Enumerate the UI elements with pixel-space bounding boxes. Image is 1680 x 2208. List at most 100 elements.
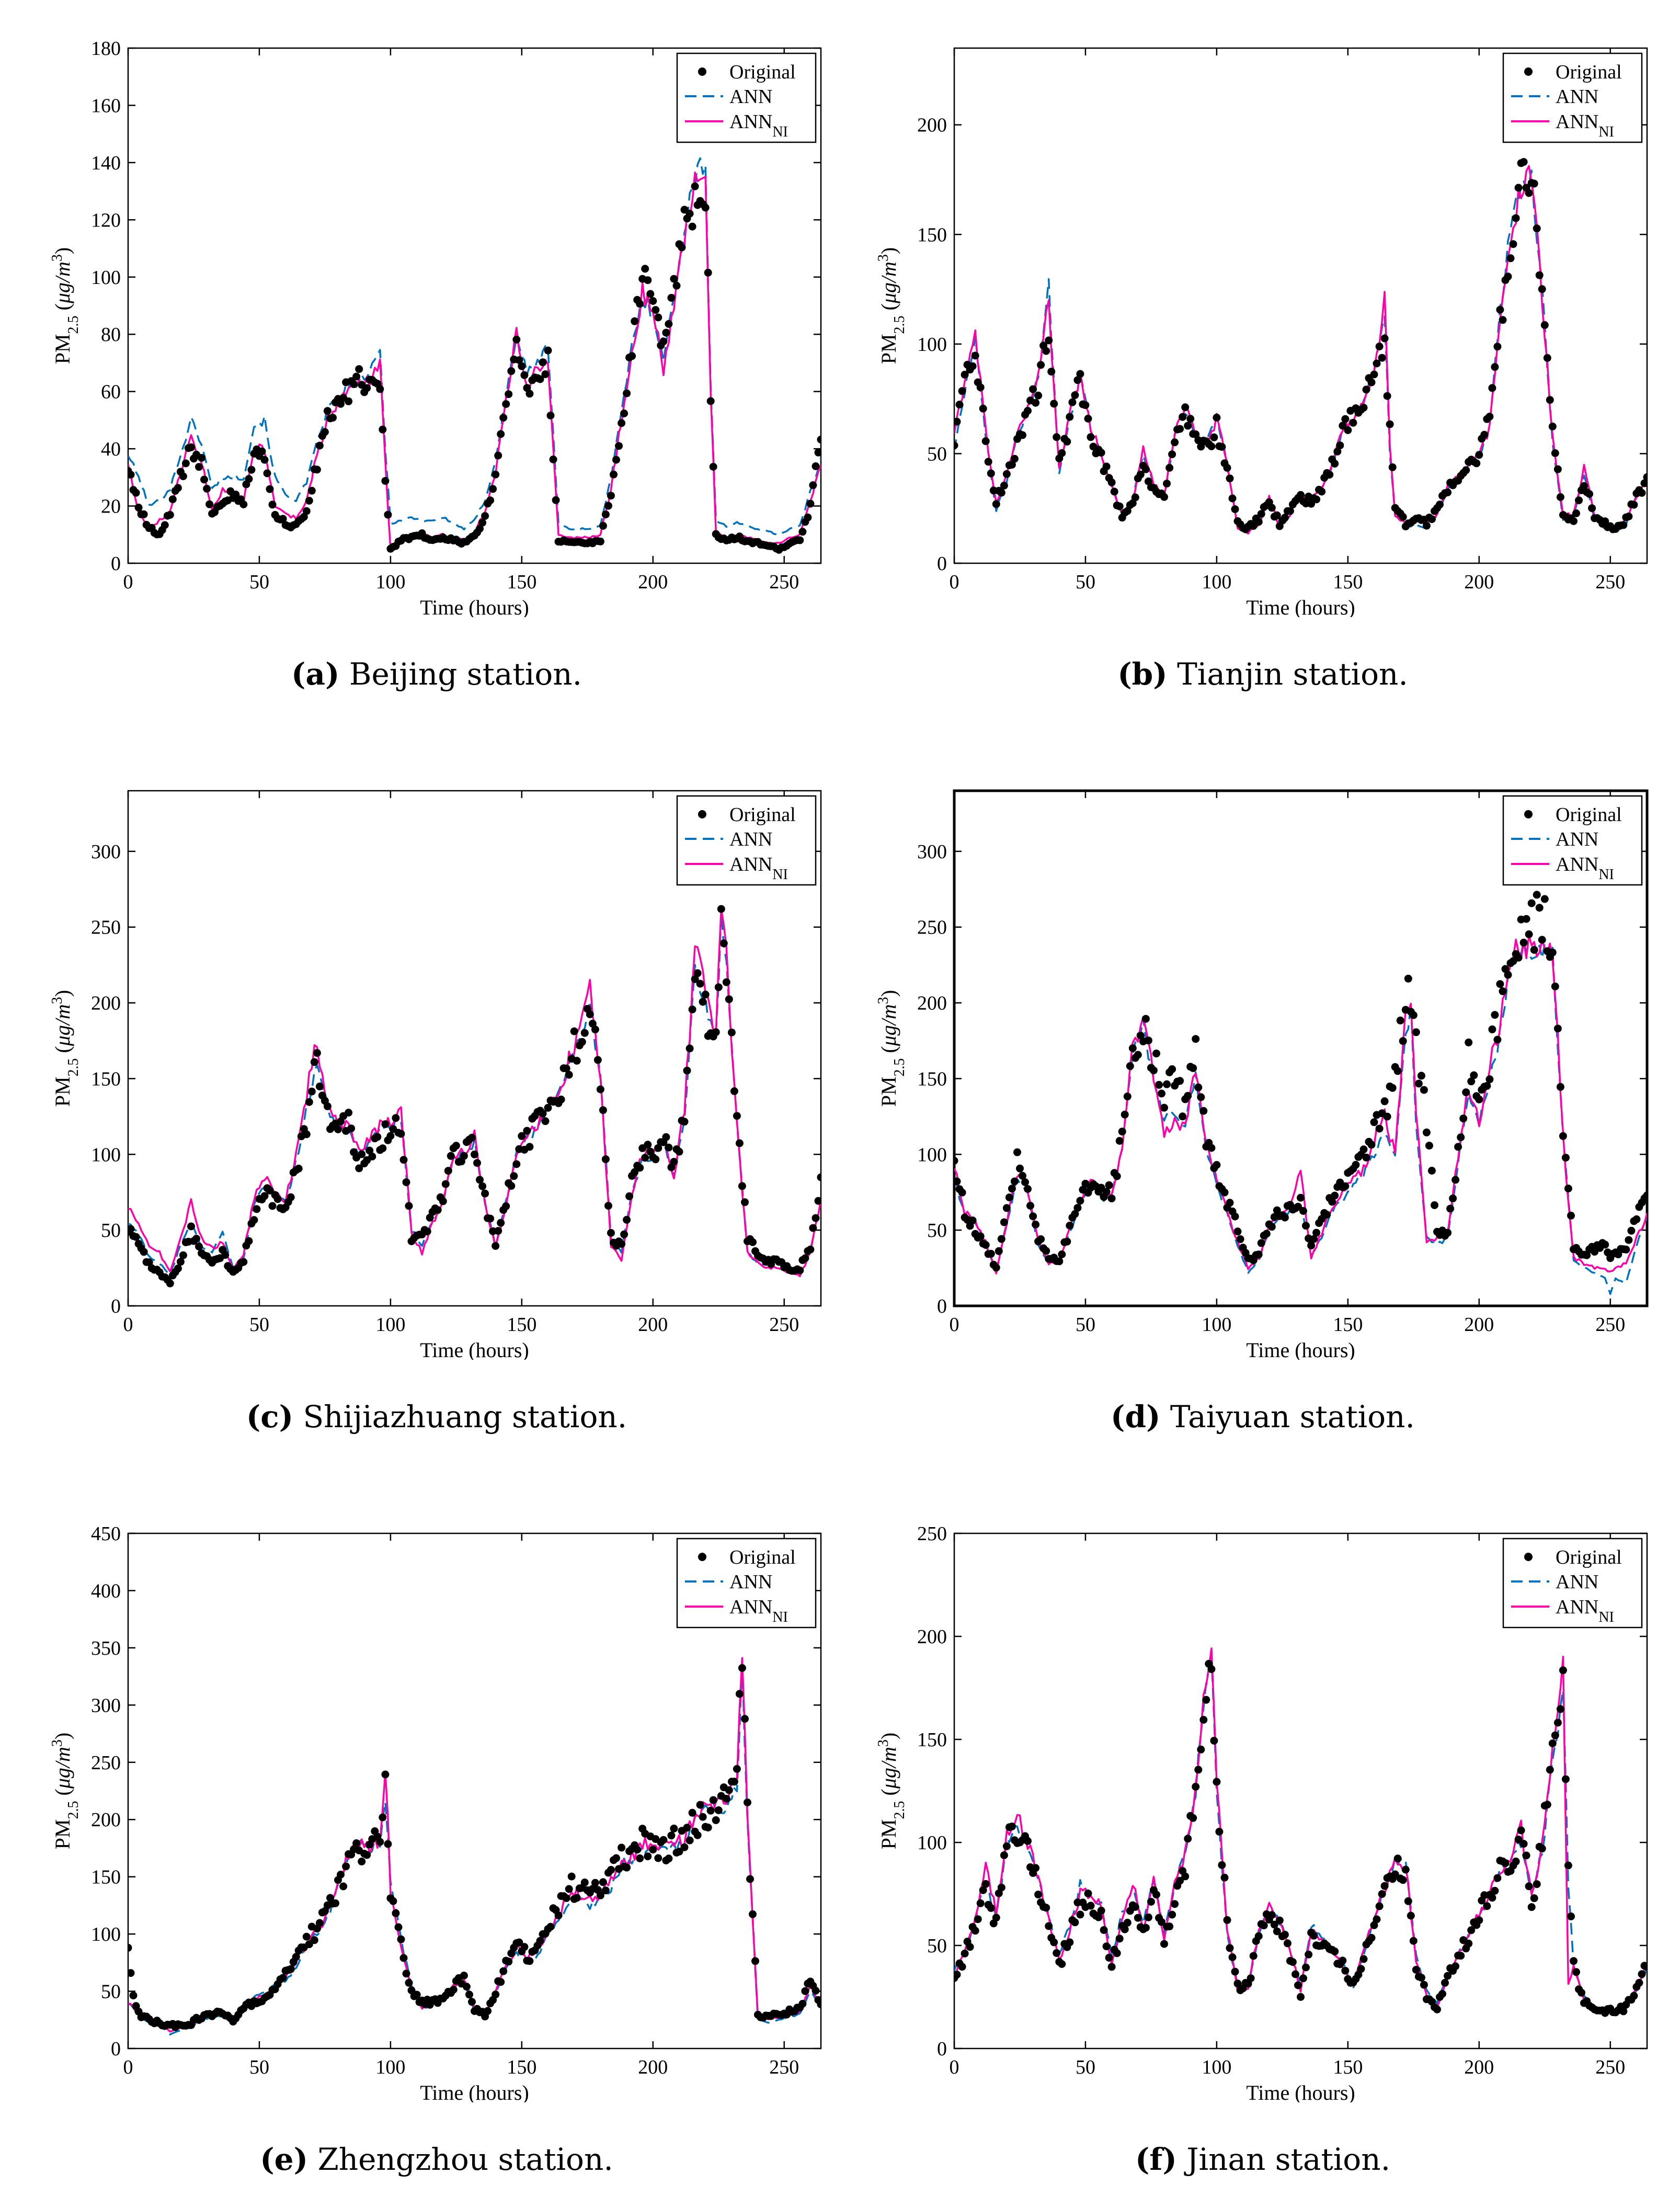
series-original-point (394, 1923, 403, 1931)
series-original-point (1073, 376, 1082, 384)
y-tick-label: 300 (91, 1694, 121, 1716)
series-original-point (607, 1865, 615, 1874)
y-tick-label: 150 (917, 1729, 947, 1751)
legend-ann-ni-main: ANN (729, 1596, 772, 1618)
series-original-point (696, 1801, 704, 1809)
series-original-point (662, 1133, 670, 1141)
series-original-point (1262, 1230, 1271, 1238)
series-original-point (1488, 1025, 1496, 1033)
series-original-point (649, 297, 657, 305)
series-original-point (1297, 1993, 1305, 2001)
series-original-point (1213, 1778, 1221, 1786)
series-original-point (1155, 1080, 1163, 1089)
series-original-point (1401, 1865, 1410, 1874)
series-original-point (699, 1813, 707, 1821)
series-original-point (1008, 461, 1016, 469)
x-tick-label: 0 (950, 2056, 959, 2078)
series-original-point (1622, 1245, 1630, 1254)
series-original-point (1506, 254, 1515, 263)
series-original-point (1427, 515, 1436, 523)
series-original-point (1501, 1859, 1510, 1868)
series-original-point (693, 969, 702, 977)
series-original-point (1538, 936, 1546, 944)
series-original-point (1026, 1202, 1034, 1210)
series-original-point (644, 1852, 652, 1861)
series-original-point (659, 1836, 668, 1844)
series-original-point (599, 1878, 607, 1886)
series-original-point (1071, 1918, 1079, 1927)
series-original-point (812, 1214, 820, 1222)
series-original-point (263, 469, 271, 477)
series-original-point (502, 400, 510, 408)
series-original-point (129, 1991, 138, 2000)
y-label-unit: μg/m (51, 1004, 74, 1046)
series-original-point (399, 1954, 408, 1962)
series-original-point (1551, 449, 1559, 457)
series-original-point (247, 465, 256, 474)
series-original-point (683, 1824, 691, 1832)
series-original-point (719, 939, 728, 948)
y-tick-label: 120 (91, 209, 121, 231)
series-original-point (1367, 378, 1376, 386)
series-original-point (1454, 1143, 1462, 1151)
series-original-point (1281, 1930, 1289, 1939)
series-original-point (1333, 447, 1342, 456)
series-original-point (981, 1880, 990, 1888)
series-original-point (974, 1915, 982, 1924)
caption-text: Taiyuan station. (1170, 1399, 1415, 1435)
series-original-point (749, 1910, 757, 1918)
series-original-point (1228, 494, 1237, 503)
series-original-point (1123, 1918, 1132, 1927)
series-original-point (334, 1125, 342, 1133)
series-original-point (709, 1796, 717, 1804)
caption-text: Zhengzhou station. (317, 2142, 613, 2177)
series-original-point (132, 488, 140, 497)
series-original-point (612, 1854, 620, 1862)
series-original-point (476, 1176, 484, 1184)
series-original-point (557, 1095, 565, 1103)
x-tick-label: 150 (1333, 1314, 1363, 1336)
series-original-point (1553, 1025, 1562, 1033)
series-original-point (1071, 1210, 1079, 1218)
series-original-point (1543, 354, 1551, 362)
series-original-point (654, 1854, 662, 1862)
series-original-point (492, 470, 500, 479)
series-original-point (670, 275, 678, 283)
series-original-point (798, 528, 807, 536)
series-original-point (709, 463, 717, 471)
series-original-point (1197, 1745, 1205, 1754)
legend-label-ann: ANN (729, 86, 772, 108)
series-original-point (1493, 1874, 1502, 1882)
series-original-point (1115, 502, 1124, 510)
series-original-point (979, 404, 987, 413)
series-original-point (1247, 1974, 1255, 1983)
series-original-point (1218, 1861, 1226, 1869)
legend-ann-ni-main: ANN (729, 853, 772, 875)
series-original-point (1370, 1921, 1378, 1929)
series-original-point (1113, 1949, 1121, 1957)
series-original-point (607, 492, 615, 500)
series-original-point (1024, 407, 1032, 415)
series-original-point (1032, 1221, 1040, 1228)
series-original-point (481, 1189, 489, 1198)
series-original-point (1491, 363, 1499, 371)
series-original-point (1436, 500, 1444, 509)
legend-label-ann-ni: ANNNI (1556, 1596, 1614, 1625)
series-original-point (302, 1932, 311, 1941)
series-original-point (489, 485, 497, 493)
legend-marker-original (698, 1553, 706, 1561)
series-original-point (373, 1133, 382, 1141)
x-tick-label: 50 (249, 1314, 269, 1336)
series-original-point (1640, 479, 1647, 487)
series-original-point (1176, 425, 1184, 433)
series-original-point (1107, 478, 1116, 486)
series-original-point (1457, 1133, 1465, 1142)
series-original-point (1123, 1092, 1132, 1101)
series-original-point (1601, 517, 1609, 526)
series-original-point (1331, 460, 1339, 468)
x-tick-label: 50 (1076, 1314, 1095, 1336)
series-original-point (672, 281, 681, 290)
series-original-point (992, 500, 1000, 508)
series-original-point (1535, 904, 1544, 912)
